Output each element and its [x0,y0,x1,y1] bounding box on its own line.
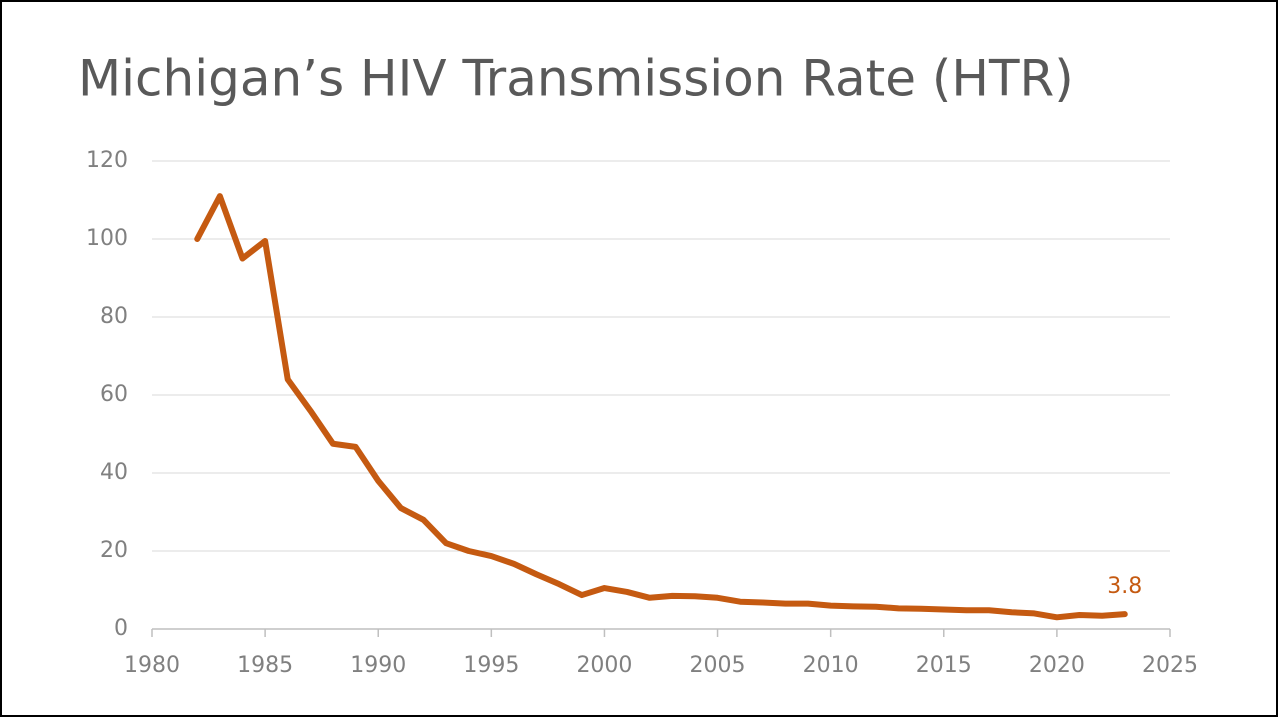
y-tick-label: 0 [114,616,128,641]
line-series [194,193,1128,621]
y-tick-label: 20 [100,538,128,563]
x-tick-label: 1980 [124,653,180,678]
x-tick-label: 2000 [576,653,632,678]
x-tick-label: 2020 [1029,653,1085,678]
y-tick-label: 60 [100,382,128,407]
x-tick-label: 2005 [690,653,746,678]
y-tick-label: 40 [100,460,128,485]
chart-title: Michigan’s HIV Transmission Rate (HTR) [78,50,1074,108]
data-label: 3.8 [1107,574,1142,599]
x-tick-label: 2010 [803,653,859,678]
x-tick-label: 1990 [350,653,406,678]
y-tick-label: 100 [86,226,128,251]
x-tick-label: 2015 [916,653,972,678]
y-tick-label: 120 [86,148,128,173]
x-tick-label: 1995 [463,653,519,678]
x-tick-label: 1985 [237,653,293,678]
x-tick-label: 2025 [1142,653,1198,678]
y-tick-label: 80 [100,304,128,329]
